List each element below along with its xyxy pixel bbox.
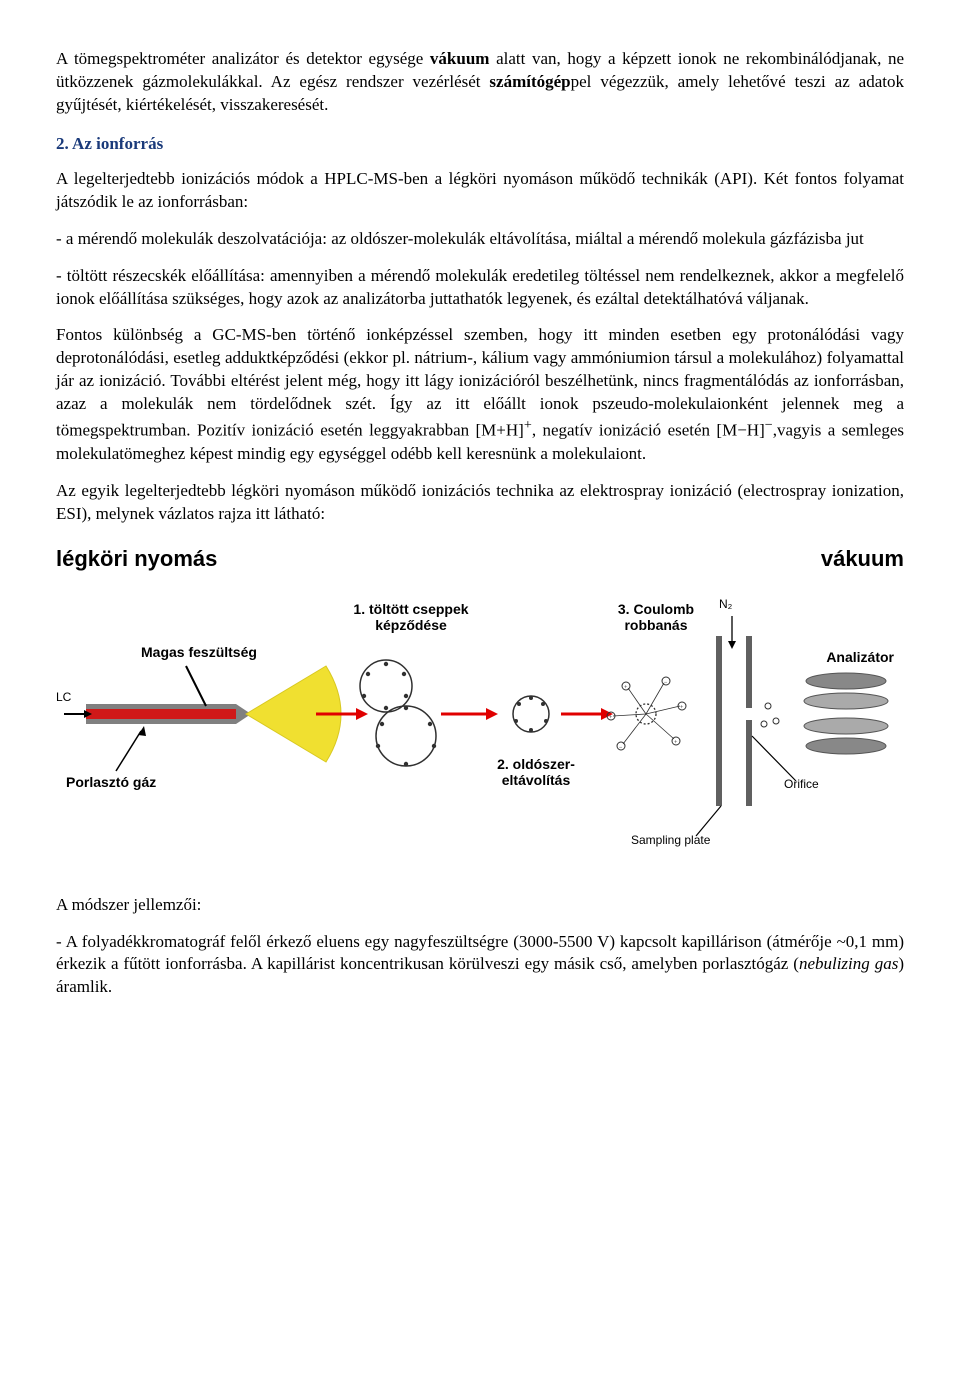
superscript-plus: + <box>524 417 532 433</box>
text: A tömegspektrométer analizátor és detekt… <box>56 49 430 68</box>
esi-diagram-svg: + − + + − + <box>56 546 904 866</box>
paragraph-1: A tömegspektrométer analizátor és detekt… <box>56 48 904 117</box>
paragraph-6: Az egyik legelterjedtebb légköri nyomáso… <box>56 480 904 526</box>
section-heading: 2. Az ionforrás <box>56 133 904 156</box>
esi-diagram: + − + + − + légköri nyomás vákuum <box>56 546 904 866</box>
label-sampling-plate: Sampling plate <box>631 834 710 848</box>
text-bold: vákuum <box>430 49 490 68</box>
label-porlaszto-gaz: Porlasztó gáz <box>66 774 156 790</box>
paragraph-3: - a mérendő molekulák deszolvatációja: a… <box>56 228 904 251</box>
text: - A folyadékkromatográf felől érkező elu… <box>56 932 904 974</box>
label-orifice: Orifice <box>784 778 819 792</box>
text-bold: számítógép <box>489 72 570 91</box>
paragraph-4: - töltött részecskék előállítása: amenny… <box>56 265 904 311</box>
text: , negatív ionizáció esetén [M−H] <box>532 421 765 440</box>
paragraph-2: A legelterjedtebb ionizációs módok a HPL… <box>56 168 904 214</box>
paragraph-7: A módszer jellemzői: <box>56 894 904 917</box>
label-step1: 1. töltött cseppek képződése <box>336 601 486 633</box>
label-lc: LC <box>56 691 71 705</box>
label-magas-feszultseg: Magas feszültség <box>141 644 257 660</box>
label-vakuum: vákuum <box>821 546 904 571</box>
text-italic: nebulizing gas <box>799 954 898 973</box>
label-step3: 3. Coulomb robbanás <box>601 601 711 633</box>
label-analizator: Analizátor <box>826 649 894 665</box>
label-n2: N₂ <box>719 598 732 612</box>
label-legkori-nyomas: légköri nyomás <box>56 546 217 571</box>
paragraph-8: - A folyadékkromatográf felől érkező elu… <box>56 931 904 1000</box>
label-step2: 2. oldószer-eltávolítás <box>476 756 596 788</box>
superscript-minus: − <box>765 417 773 433</box>
paragraph-5: Fontos különbség a GC-MS-ben történő ion… <box>56 324 904 465</box>
